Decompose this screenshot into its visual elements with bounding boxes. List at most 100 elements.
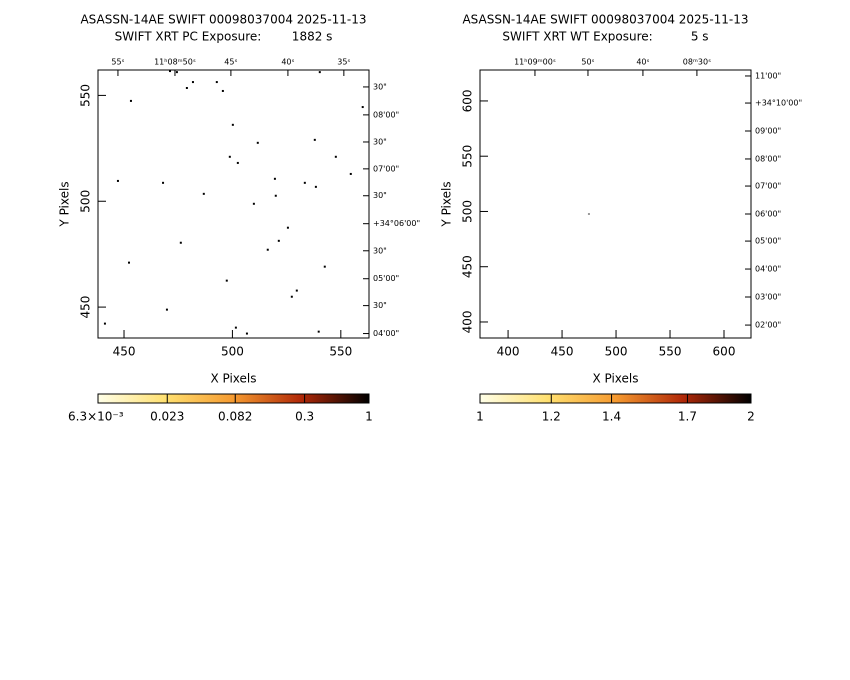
y-tick-label: 400 xyxy=(461,311,475,334)
source-point xyxy=(295,289,298,292)
ra-tick-label: 50ˢ xyxy=(581,58,594,67)
colorbar-tick-label: 2 xyxy=(747,410,755,424)
x-tick-label: 600 xyxy=(713,345,736,359)
dec-tick-label: 30" xyxy=(373,137,387,146)
source-point xyxy=(215,81,218,84)
ra-tick-label: 11ʰ09ᵐ00ˢ xyxy=(514,58,556,67)
source-point xyxy=(225,279,228,282)
y-tick-label: 600 xyxy=(461,89,475,112)
source-point xyxy=(256,141,259,144)
ra-tick-label: 11ʰ08ᵐ50ˢ xyxy=(154,58,196,67)
source-point xyxy=(128,261,131,264)
chart-title: ASASSN-14AE SWIFT 00098037004 2025-11-13 xyxy=(462,13,748,27)
colorbar-tick-label: 1.4 xyxy=(602,410,621,424)
colorbar-tick-label: 0.023 xyxy=(150,410,184,424)
source-point xyxy=(286,226,289,229)
dec-tick-label: 04'00" xyxy=(373,329,399,338)
colorbar-tick-label: 0.082 xyxy=(218,410,252,424)
source-point xyxy=(266,248,269,251)
dec-tick-label: +34°10'00" xyxy=(755,99,802,108)
source-point xyxy=(323,265,326,268)
x-tick-label: 550 xyxy=(329,345,352,359)
dec-tick-label: 05'00" xyxy=(755,237,781,246)
ra-tick-label: 40ˢ xyxy=(636,58,649,67)
plot-frame xyxy=(479,69,752,339)
x-axis-label: X Pixels xyxy=(210,372,256,386)
dec-tick-label: 08'00" xyxy=(373,110,399,119)
source-point xyxy=(317,330,320,333)
source-point xyxy=(303,181,306,184)
dec-tick-label: 30" xyxy=(373,82,387,91)
dec-tick-label: 11'00" xyxy=(755,71,781,80)
y-tick-label: 550 xyxy=(461,145,475,168)
ra-tick-label: 40ˢ xyxy=(281,58,294,67)
colorbar-tick-label: 1.2 xyxy=(542,410,561,424)
x-tick-label: 500 xyxy=(605,345,628,359)
ra-tick-label: 55ˢ xyxy=(111,58,124,67)
source-point xyxy=(129,99,132,102)
source-point xyxy=(191,81,194,84)
dec-tick-label: 04'00" xyxy=(755,265,781,274)
source-point xyxy=(361,106,364,109)
y-axis-label: Y Pixels xyxy=(58,181,72,227)
source-point xyxy=(236,161,239,164)
source-point xyxy=(175,71,178,74)
chart-subtitle: SWIFT XRT WT Exposure: 5 s xyxy=(502,30,708,44)
dec-tick-label: 30" xyxy=(373,191,387,200)
colorbar-tick-label: 1.7 xyxy=(678,410,697,424)
y-tick-label: 500 xyxy=(461,200,475,223)
source-point xyxy=(103,322,106,325)
y-tick-label: 550 xyxy=(79,84,93,107)
source-point xyxy=(290,295,293,298)
source-point xyxy=(179,241,182,244)
source-point xyxy=(277,239,280,242)
dec-tick-label: 30" xyxy=(373,301,387,310)
colorbar-tick-label: 6.3×10⁻³ xyxy=(68,410,124,424)
dec-tick-label: 03'00" xyxy=(755,292,781,301)
source-point xyxy=(587,213,590,216)
ra-tick-label: 35ˢ xyxy=(337,58,350,67)
x-tick-label: 400 xyxy=(497,345,520,359)
source-point xyxy=(234,326,237,329)
x-tick-label: 550 xyxy=(659,345,682,359)
source-point xyxy=(314,185,317,188)
x-tick-label: 500 xyxy=(221,345,244,359)
y-axis-label: Y Pixels xyxy=(440,181,454,227)
ra-tick-label: 08ᵐ30ˢ xyxy=(683,58,711,67)
y-tick-label: 500 xyxy=(79,190,93,213)
colorbar xyxy=(479,393,752,404)
x-tick-label: 450 xyxy=(551,345,574,359)
source-point xyxy=(334,155,337,158)
colorbar xyxy=(97,393,370,404)
dec-tick-label: 02'00" xyxy=(755,321,781,330)
source-point xyxy=(231,123,234,126)
source-point xyxy=(228,155,231,158)
dec-tick-label: 07'00" xyxy=(755,182,781,191)
ra-tick-label: 45ˢ xyxy=(224,58,237,67)
source-point xyxy=(202,192,205,195)
dec-tick-label: 06'00" xyxy=(755,210,781,219)
dec-tick-label: 09'00" xyxy=(755,127,781,136)
colorbar-tick-label: 0.3 xyxy=(295,410,314,424)
dec-tick-label: +34°06'00" xyxy=(373,219,420,228)
source-point xyxy=(162,181,165,184)
x-axis-label: X Pixels xyxy=(592,372,638,386)
source-point xyxy=(274,194,277,197)
y-tick-label: 450 xyxy=(79,296,93,319)
dec-tick-label: 07'00" xyxy=(373,164,399,173)
plot-frame xyxy=(97,69,370,339)
colorbar-tick-label: 1 xyxy=(476,410,484,424)
source-point xyxy=(318,71,321,74)
chart-title: ASASSN-14AE SWIFT 00098037004 2025-11-13 xyxy=(80,13,366,27)
source-point xyxy=(221,89,224,92)
source-point xyxy=(349,172,352,175)
source-point xyxy=(313,138,316,141)
chart-subtitle: SWIFT XRT PC Exposure: 1882 s xyxy=(115,30,333,44)
dec-tick-label: 05'00" xyxy=(373,274,399,283)
source-point xyxy=(165,308,168,311)
y-tick-label: 450 xyxy=(461,255,475,278)
source-point xyxy=(245,332,248,335)
colorbar-tick-label: 1 xyxy=(365,410,373,424)
